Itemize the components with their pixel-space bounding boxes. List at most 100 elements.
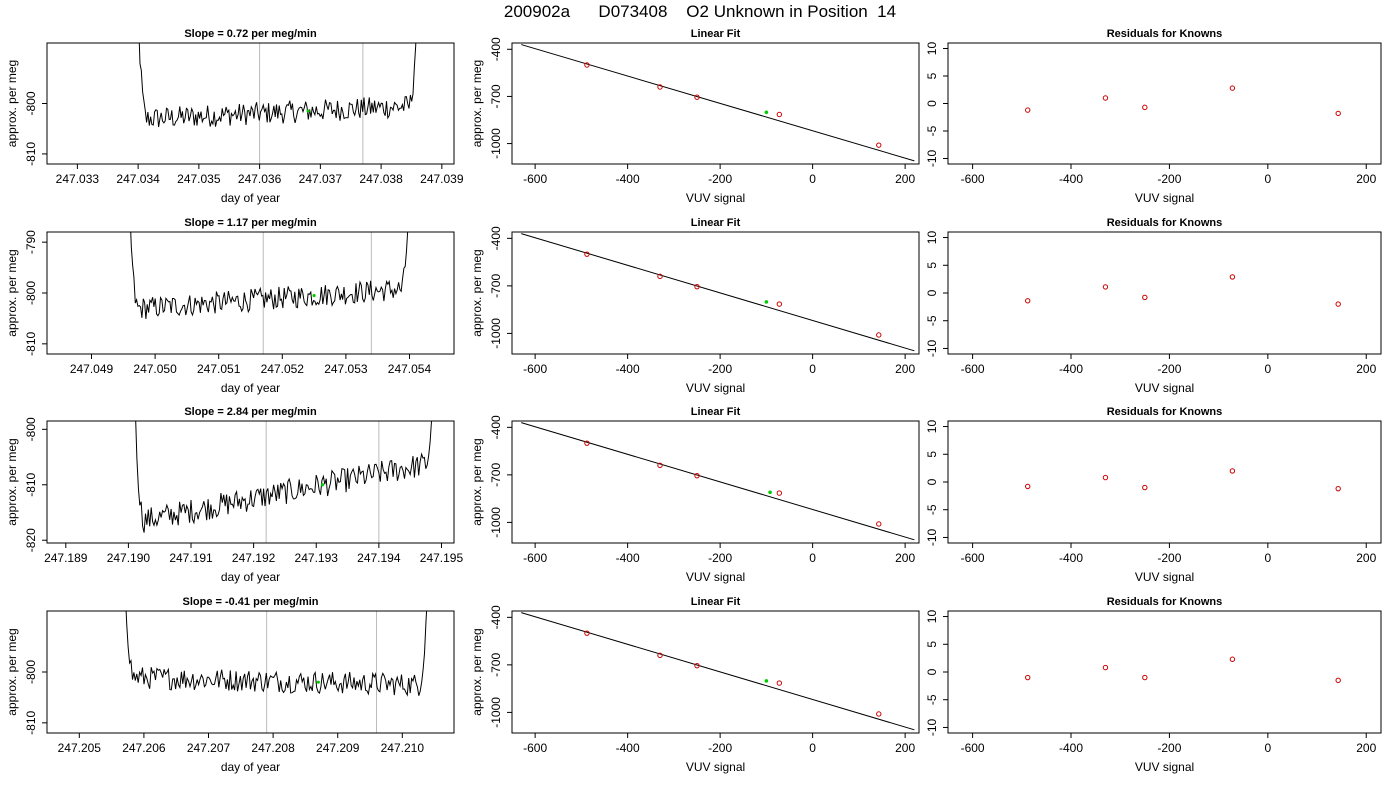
x-tick-label: 247.034 bbox=[116, 172, 160, 186]
x-tick-label: 247.053 bbox=[324, 362, 368, 376]
unknown-point bbox=[764, 300, 769, 304]
panel-3: Residuals for Knowns -600 -400 -200 0 200 VUV … bbox=[925, 28, 1382, 205]
x-tick-label: 200 bbox=[1356, 172, 1376, 186]
plot-area bbox=[130, 232, 409, 354]
y-tick-label: -800 bbox=[24, 281, 38, 305]
x-tick-label: 0 bbox=[1264, 741, 1271, 755]
plot-frame bbox=[947, 610, 1382, 734]
fit-line bbox=[521, 233, 915, 352]
signal-trace bbox=[138, 43, 417, 128]
y-axis-label: approx. per meg bbox=[470, 60, 484, 147]
x-tick-label: 0 bbox=[809, 362, 816, 376]
known-point bbox=[694, 472, 700, 479]
plot-area bbox=[1025, 85, 1341, 117]
y-tick-label: -5 bbox=[925, 504, 939, 515]
panel-8: Linear Fit -600 -400 -200 0 200 VUV signal -400… bbox=[470, 406, 920, 584]
x-tick-label: 247.037 bbox=[299, 172, 343, 186]
x-tick-label: 0 bbox=[809, 741, 816, 755]
panel-12: Residuals for Knowns -600 -400 -200 0 200 VUV … bbox=[925, 596, 1382, 774]
x-tick-label: -400 bbox=[1059, 741, 1083, 755]
plot-frame bbox=[46, 42, 455, 165]
x-tick-label: 247.190 bbox=[107, 551, 151, 565]
residual-point bbox=[1229, 468, 1236, 474]
fit-line bbox=[521, 422, 915, 541]
y-tick-label: 10 bbox=[925, 231, 939, 245]
x-tick-label: 247.033 bbox=[56, 172, 100, 186]
panel-5: Linear Fit -600 -400 -200 0 200 VUV signal -400… bbox=[470, 217, 920, 395]
residual-point bbox=[1142, 674, 1148, 681]
plot-area bbox=[521, 44, 915, 162]
y-tick-label: -10 bbox=[925, 150, 939, 168]
known-point bbox=[657, 84, 663, 90]
x-tick-label: 247.035 bbox=[177, 172, 221, 186]
x-tick-label: -600 bbox=[523, 741, 547, 755]
known-point bbox=[876, 332, 882, 338]
known-point bbox=[657, 273, 663, 280]
residual-point bbox=[1335, 110, 1341, 117]
x-axis-label: day of year bbox=[221, 760, 280, 774]
plot-frame bbox=[511, 231, 920, 355]
x-tick-label: -600 bbox=[961, 362, 985, 376]
residual-point bbox=[1102, 664, 1109, 671]
known-point bbox=[694, 662, 700, 669]
known-point bbox=[584, 62, 590, 68]
x-axis-label: VUV signal bbox=[1135, 381, 1194, 395]
y-axis-label: approx. per meg bbox=[5, 249, 19, 336]
y-axis-label: approx. per meg bbox=[5, 60, 19, 147]
y-tick-label: 0 bbox=[925, 668, 939, 675]
panel-2: Linear Fit -600 -400 -200 0 200 VUV signal -400… bbox=[470, 28, 920, 205]
y-tick-label: 10 bbox=[925, 610, 939, 624]
x-tick-label: -200 bbox=[708, 551, 732, 565]
known-point bbox=[776, 111, 783, 118]
plot-area bbox=[125, 611, 428, 733]
panel-title: Linear Fit bbox=[691, 217, 741, 229]
unknown-point bbox=[764, 110, 769, 115]
y-tick-label: -1000 bbox=[489, 697, 503, 728]
x-tick-label: -400 bbox=[1059, 362, 1083, 376]
x-axis-label: VUV signal bbox=[1135, 760, 1194, 774]
residual-point bbox=[1335, 485, 1341, 492]
known-point bbox=[694, 94, 700, 100]
y-tick-label: -400 bbox=[489, 37, 503, 61]
x-tick-label: 247.210 bbox=[381, 741, 425, 755]
x-tick-label: 200 bbox=[895, 741, 915, 755]
figure-title: 200902a D073408 O2 Unknown in Position 1… bbox=[503, 2, 897, 21]
plot-area bbox=[138, 43, 417, 164]
y-axis-label: approx. per meg bbox=[470, 249, 484, 336]
unknown-point bbox=[768, 490, 772, 495]
panel-title: Residuals for Knowns bbox=[1107, 217, 1223, 229]
x-tick-label: 247.191 bbox=[169, 551, 213, 565]
y-tick-label: -700 bbox=[489, 274, 503, 298]
x-tick-label: -200 bbox=[1157, 172, 1181, 186]
plot-frame bbox=[947, 420, 1382, 544]
fit-line bbox=[521, 44, 915, 162]
y-tick-label: -10 bbox=[925, 718, 939, 736]
plot-frame bbox=[46, 420, 455, 544]
known-point bbox=[876, 711, 882, 717]
residual-point bbox=[1335, 677, 1341, 684]
x-tick-label: -200 bbox=[1157, 362, 1181, 376]
y-tick-label: -700 bbox=[489, 463, 503, 487]
x-tick-label: 200 bbox=[895, 362, 915, 376]
x-tick-label: -600 bbox=[961, 551, 985, 565]
residual-point bbox=[1025, 483, 1031, 490]
x-tick-label: 200 bbox=[895, 551, 915, 565]
panel-title: Residuals for Knowns bbox=[1107, 406, 1223, 418]
x-axis-label: VUV signal bbox=[686, 191, 745, 205]
y-tick-label: -810 bbox=[24, 472, 38, 496]
known-point bbox=[776, 301, 783, 307]
residual-point bbox=[1102, 284, 1109, 290]
x-axis-label: VUV signal bbox=[686, 570, 745, 584]
plot-area bbox=[135, 421, 433, 543]
x-axis-label: VUV signal bbox=[686, 760, 745, 774]
unknown-marker bbox=[316, 680, 320, 684]
known-point bbox=[584, 251, 590, 257]
x-tick-label: -200 bbox=[708, 741, 732, 755]
x-tick-label: 247.192 bbox=[232, 551, 276, 565]
x-tick-label: -600 bbox=[523, 551, 547, 565]
residual-point bbox=[1335, 301, 1341, 307]
known-point bbox=[694, 283, 700, 290]
x-tick-label: 200 bbox=[895, 172, 915, 186]
panel-6: Residuals for Knowns -600 -400 -200 0 200 VUV … bbox=[925, 217, 1382, 395]
y-tick-label: -800 bbox=[24, 91, 38, 115]
